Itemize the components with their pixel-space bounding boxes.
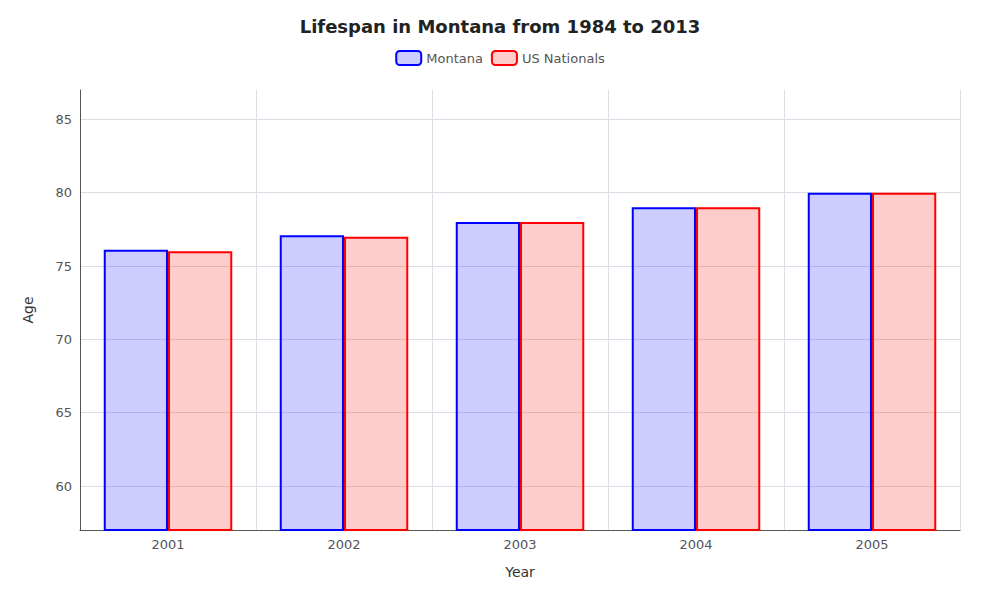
svg-text:60: 60 [55, 479, 72, 494]
svg-text:Age: Age [20, 296, 36, 323]
svg-text:2005: 2005 [855, 537, 888, 552]
svg-text:Lifespan in Montana from 1984: Lifespan in Montana from 1984 to 2013 [300, 16, 701, 37]
svg-text:65: 65 [55, 405, 72, 420]
svg-text:80: 80 [55, 185, 72, 200]
svg-text:US Nationals: US Nationals [522, 51, 605, 66]
svg-text:Year: Year [504, 564, 535, 580]
svg-text:2001: 2001 [151, 537, 184, 552]
svg-text:85: 85 [55, 112, 72, 127]
svg-text:75: 75 [55, 259, 72, 274]
svg-text:70: 70 [55, 332, 72, 347]
svg-text:2004: 2004 [679, 537, 712, 552]
svg-text:Montana: Montana [426, 51, 483, 66]
svg-text:2002: 2002 [327, 537, 360, 552]
svg-text:2003: 2003 [503, 537, 536, 552]
